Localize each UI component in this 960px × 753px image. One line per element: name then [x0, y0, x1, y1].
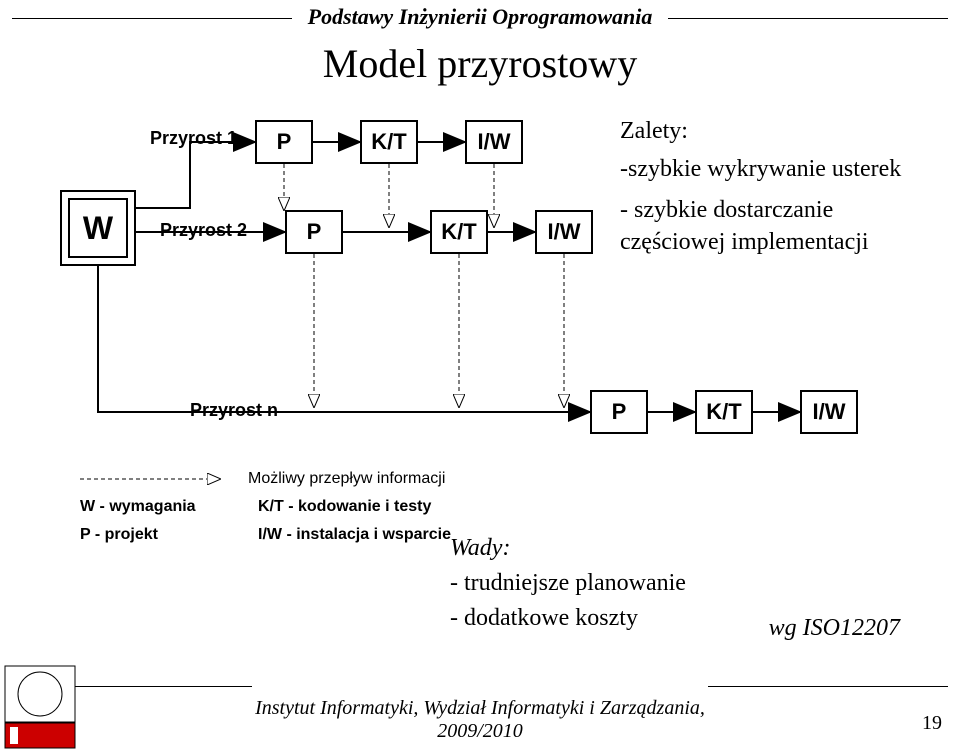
node-ktn: K/T: [695, 390, 753, 434]
node-p2-label: P: [307, 219, 322, 245]
node-p1-label: P: [277, 129, 292, 155]
legend-W: W - wymagania: [80, 498, 240, 516]
node-kt2: K/T: [430, 210, 488, 254]
node-iw1-label: I/W: [478, 129, 511, 155]
node-iw2: I/W: [535, 210, 593, 254]
cons-item-1: - trudniejsze planowanie: [450, 570, 686, 597]
pros-item-1: -szybkie wykrywanie usterek: [620, 153, 940, 185]
node-pn: P: [590, 390, 648, 434]
node-iw1: I/W: [465, 120, 523, 164]
course-title: Podstawy Inżynierii Oprogramowania: [0, 4, 960, 30]
node-p2: P: [285, 210, 343, 254]
node-ktn-label: K/T: [706, 399, 741, 425]
cons-heading: Wady:: [450, 535, 686, 562]
node-kt1-label: K/T: [371, 129, 406, 155]
legend-pair-1: W - wymagania K/T - kodowanie i testy: [80, 498, 451, 516]
row-label-2: Przyrost 2: [160, 220, 247, 241]
node-W-inner: W: [68, 198, 128, 258]
pros-heading: Zalety:: [620, 115, 940, 147]
legend-flow-row: Możliwy przepływ informacji: [80, 470, 451, 488]
row-label-1: Przyrost 1: [150, 128, 237, 149]
page-title: Model przyrostowy: [0, 40, 960, 87]
legend: Możliwy przepływ informacji W - wymagani…: [80, 470, 451, 554]
node-iwn-label: I/W: [813, 399, 846, 425]
footer-rule-right: [708, 686, 948, 687]
legend-pair-2: P - projekt I/W - instalacja i wsparcie: [80, 526, 451, 544]
legend-KT: K/T - kodowanie i testy: [258, 498, 431, 516]
reference: wg ISO12207: [769, 615, 900, 642]
node-kt1: K/T: [360, 120, 418, 164]
footer: Instytut Informatyki, Wydział Informatyk…: [0, 697, 960, 743]
node-kt2-label: K/T: [441, 219, 476, 245]
pros-item-2: - szybkie dostarczanie częściowej implem…: [620, 194, 940, 259]
node-iw2-label: I/W: [548, 219, 581, 245]
cons-block: Wady: - trudniejsze planowanie - dodatko…: [450, 535, 686, 632]
cons-item-2: - dodatkowe koszty: [450, 605, 686, 632]
university-logo-icon: [4, 665, 76, 749]
footer-line1: Instytut Informatyki, Wydział Informatyk…: [0, 697, 960, 720]
node-W-label: W: [83, 210, 113, 247]
legend-dashed-arrow-icon: [80, 472, 230, 486]
legend-IW: I/W - instalacja i wsparcie: [258, 526, 451, 544]
node-W: W: [60, 190, 136, 266]
legend-flow-label: Możliwy przepływ informacji: [248, 470, 445, 488]
row-label-n: Przyrost n: [190, 400, 278, 421]
page-number: 19: [922, 712, 942, 735]
legend-P: P - projekt: [80, 526, 240, 544]
node-iwn: I/W: [800, 390, 858, 434]
node-pn-label: P: [612, 399, 627, 425]
pros-block: Zalety: -szybkie wykrywanie usterek - sz…: [620, 115, 940, 259]
node-p1: P: [255, 120, 313, 164]
footer-line2: 2009/2010: [0, 720, 960, 743]
